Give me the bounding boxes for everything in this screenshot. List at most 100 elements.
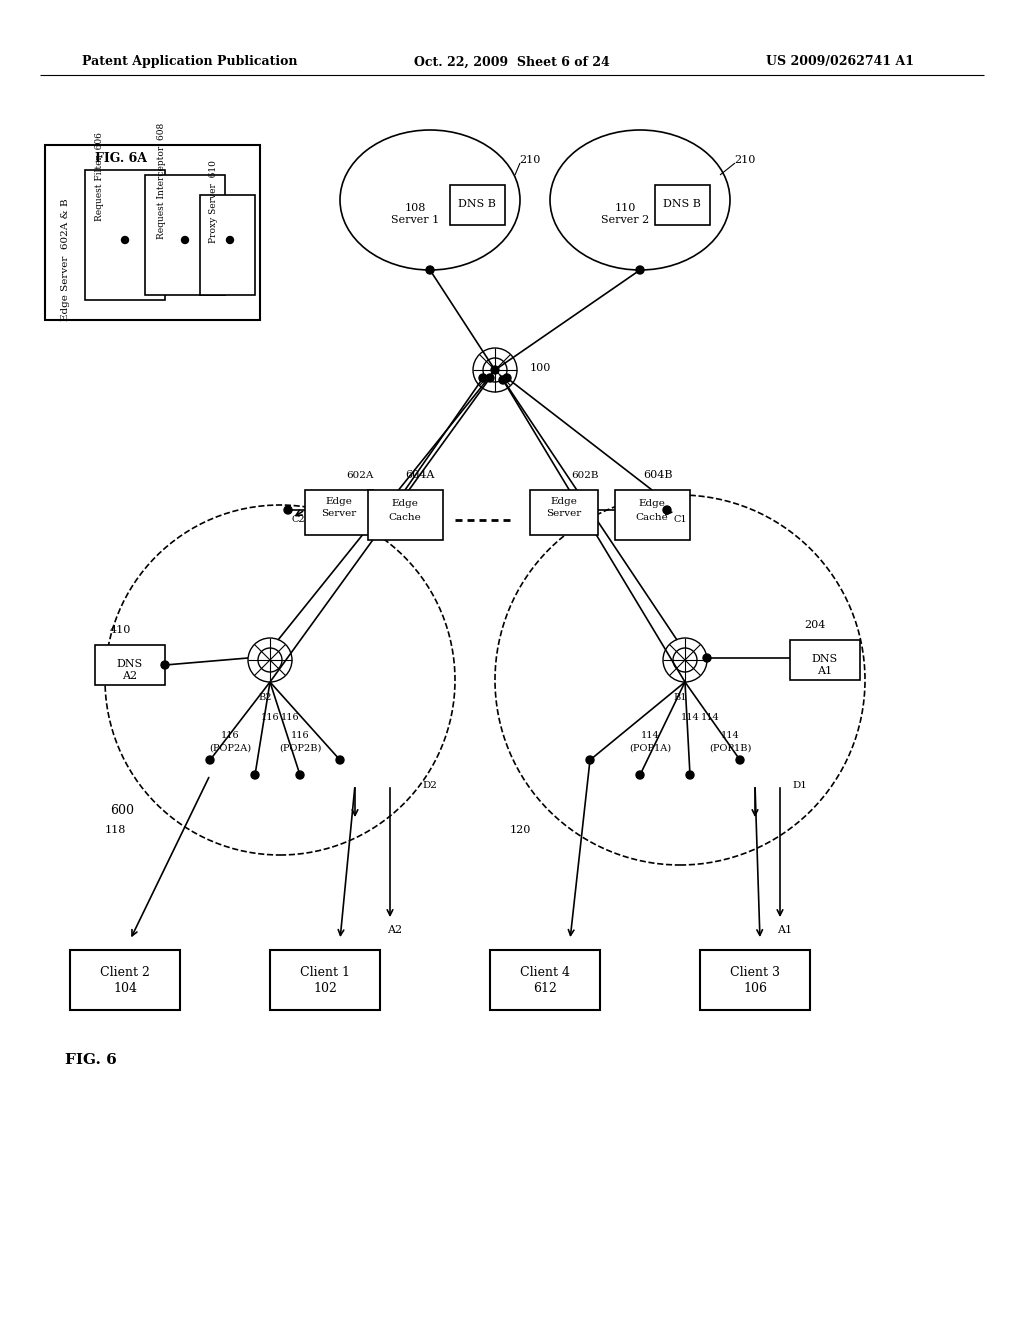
FancyBboxPatch shape <box>200 195 255 294</box>
Text: 600: 600 <box>110 804 134 817</box>
Text: Cache: Cache <box>389 513 421 523</box>
Text: 116: 116 <box>261 714 280 722</box>
Text: C1: C1 <box>673 516 687 524</box>
FancyBboxPatch shape <box>70 950 180 1010</box>
Circle shape <box>206 756 214 764</box>
FancyBboxPatch shape <box>655 185 710 224</box>
Circle shape <box>122 236 128 243</box>
Text: Server 1: Server 1 <box>391 215 439 224</box>
Text: Server 2: Server 2 <box>601 215 649 224</box>
Circle shape <box>161 661 169 669</box>
Text: 108: 108 <box>404 203 426 213</box>
Text: Proxy Server  610: Proxy Server 610 <box>210 161 218 243</box>
Text: Request Interceptor  608: Request Interceptor 608 <box>158 123 167 239</box>
Text: 114: 114 <box>681 714 699 722</box>
Text: Cache: Cache <box>636 513 669 523</box>
Text: D1: D1 <box>793 780 808 789</box>
Text: Oct. 22, 2009  Sheet 6 of 24: Oct. 22, 2009 Sheet 6 of 24 <box>414 55 610 69</box>
Text: 410: 410 <box>110 624 131 635</box>
Text: 120: 120 <box>509 825 530 836</box>
FancyBboxPatch shape <box>530 490 598 535</box>
FancyBboxPatch shape <box>615 490 690 540</box>
Circle shape <box>336 756 344 764</box>
Text: D2: D2 <box>423 780 437 789</box>
Circle shape <box>490 366 499 374</box>
Text: 604B: 604B <box>643 470 673 480</box>
Text: Edge: Edge <box>551 496 578 506</box>
Text: 210: 210 <box>519 154 541 165</box>
Text: 100: 100 <box>530 363 551 374</box>
Text: Edge Server  602A & B: Edge Server 602A & B <box>60 199 70 321</box>
Ellipse shape <box>495 495 865 865</box>
Circle shape <box>284 506 292 513</box>
FancyBboxPatch shape <box>305 490 373 535</box>
Text: Patent Application Publication: Patent Application Publication <box>82 55 298 69</box>
FancyBboxPatch shape <box>85 170 165 300</box>
Circle shape <box>703 653 711 663</box>
Text: (POP1A): (POP1A) <box>629 743 671 752</box>
Circle shape <box>636 267 644 275</box>
Text: Server: Server <box>547 510 582 519</box>
Text: DNS: DNS <box>812 653 838 664</box>
Text: Client 4: Client 4 <box>520 965 570 978</box>
FancyBboxPatch shape <box>45 145 260 319</box>
Circle shape <box>736 756 744 764</box>
Text: FIG. 6A: FIG. 6A <box>95 152 147 165</box>
Circle shape <box>686 771 694 779</box>
Text: Edge: Edge <box>391 499 419 508</box>
Text: Request Filter  606: Request Filter 606 <box>95 132 104 222</box>
FancyBboxPatch shape <box>790 640 860 680</box>
Circle shape <box>503 374 511 381</box>
Text: 204: 204 <box>804 620 825 630</box>
Text: Client 1: Client 1 <box>300 965 350 978</box>
Text: 612: 612 <box>534 982 557 994</box>
Text: DNS B: DNS B <box>458 199 496 209</box>
Ellipse shape <box>550 129 730 271</box>
Text: C2: C2 <box>291 516 305 524</box>
Text: US 2009/0262741 A1: US 2009/0262741 A1 <box>766 55 914 69</box>
Text: A2: A2 <box>123 671 137 681</box>
FancyBboxPatch shape <box>368 490 443 540</box>
Text: 602B: 602B <box>571 471 599 480</box>
Text: (POP2A): (POP2A) <box>209 743 251 752</box>
FancyBboxPatch shape <box>95 645 165 685</box>
Text: 602A: 602A <box>346 471 374 480</box>
Text: 116: 116 <box>281 714 299 722</box>
Ellipse shape <box>105 506 455 855</box>
Text: B1: B1 <box>673 693 687 702</box>
Text: 114: 114 <box>700 714 720 722</box>
Text: Server: Server <box>322 510 356 519</box>
Text: 116: 116 <box>291 730 309 739</box>
Circle shape <box>499 376 507 384</box>
Circle shape <box>479 374 487 381</box>
Text: Client 2: Client 2 <box>100 965 150 978</box>
Circle shape <box>663 506 671 513</box>
FancyBboxPatch shape <box>490 950 600 1010</box>
FancyBboxPatch shape <box>700 950 810 1010</box>
Text: 106: 106 <box>743 982 767 994</box>
Text: 118: 118 <box>104 825 126 836</box>
Text: A1: A1 <box>777 925 793 935</box>
Text: DNS: DNS <box>117 659 143 669</box>
Text: Edge: Edge <box>639 499 666 508</box>
Circle shape <box>586 756 594 764</box>
Text: (POP1B): (POP1B) <box>709 743 752 752</box>
Circle shape <box>296 771 304 779</box>
Circle shape <box>251 771 259 779</box>
Text: 110: 110 <box>614 203 636 213</box>
Text: 604A: 604A <box>406 470 434 480</box>
Circle shape <box>486 374 494 381</box>
Text: B2: B2 <box>258 693 271 702</box>
Text: Client 3: Client 3 <box>730 965 780 978</box>
Circle shape <box>636 771 644 779</box>
Text: 104: 104 <box>113 982 137 994</box>
FancyBboxPatch shape <box>270 950 380 1010</box>
Text: 114: 114 <box>641 730 659 739</box>
Circle shape <box>226 236 233 243</box>
Text: 102: 102 <box>313 982 337 994</box>
Text: A1: A1 <box>817 667 833 676</box>
Text: 114: 114 <box>721 730 739 739</box>
Text: A2: A2 <box>387 925 402 935</box>
Ellipse shape <box>340 129 520 271</box>
Text: (POP2B): (POP2B) <box>279 743 322 752</box>
